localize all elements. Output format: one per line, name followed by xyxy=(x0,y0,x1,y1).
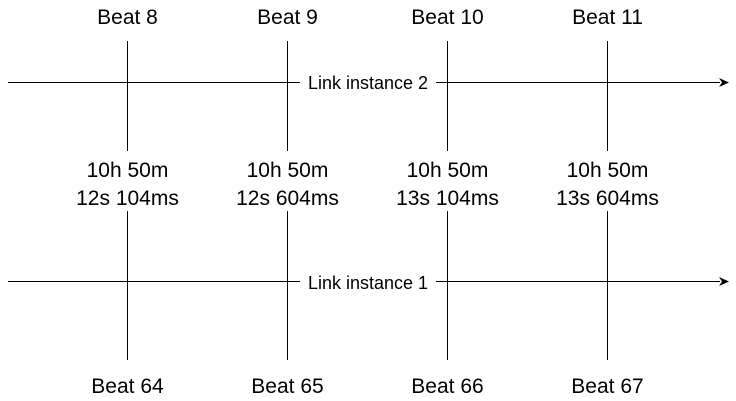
top-beat-label: Beat 8 xyxy=(97,6,158,29)
lower-beat-markers xyxy=(127,211,608,360)
top-beat-labels: Beat 8 Beat 9 Beat 10 Beat 11 xyxy=(97,6,643,29)
time-label-line1: 10h 50m xyxy=(407,159,489,182)
timeline-label-text: Link instance 2 xyxy=(308,73,428,93)
top-beat-label: Beat 11 xyxy=(572,6,643,29)
bottom-beat-label: Beat 64 xyxy=(91,375,164,398)
time-label-line2: 12s 604ms xyxy=(236,187,339,210)
timeline-label-text: Link instance 1 xyxy=(308,273,428,293)
timeline-label-instance-2: Link instance 2 xyxy=(300,72,436,93)
time-label-line1: 10h 50m xyxy=(87,159,169,182)
top-beat-label: Beat 10 xyxy=(411,6,483,29)
timeline-label-instance-1: Link instance 1 xyxy=(300,271,436,293)
time-label-line1: 10h 50m xyxy=(247,159,329,182)
bottom-beat-label: Beat 66 xyxy=(411,375,483,398)
top-beat-label: Beat 9 xyxy=(257,6,318,29)
bottom-beat-labels: Beat 64 Beat 65 Beat 66 Beat 67 xyxy=(91,375,643,398)
time-label-line2: 13s 604ms xyxy=(556,187,659,210)
time-label-line2: 13s 104ms xyxy=(396,187,499,210)
upper-beat-markers xyxy=(127,41,608,151)
bottom-beat-label: Beat 67 xyxy=(571,375,643,398)
time-label-line1: 10h 50m xyxy=(567,159,649,182)
time-labels: 10h 50m 12s 104ms 10h 50m 12s 604ms 10h … xyxy=(76,159,659,210)
bottom-beat-label: Beat 65 xyxy=(251,375,323,398)
time-label-line2: 12s 104ms xyxy=(76,187,179,210)
